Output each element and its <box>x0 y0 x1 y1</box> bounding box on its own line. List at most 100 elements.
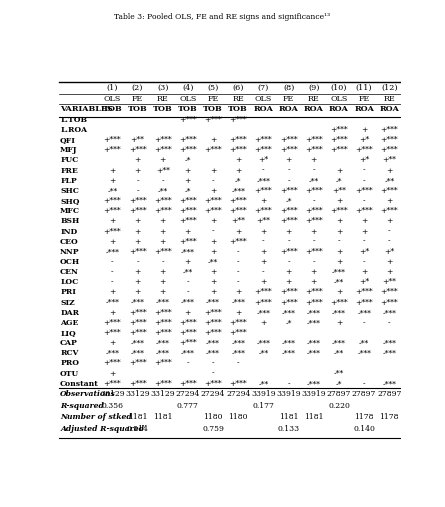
Text: -**: -** <box>183 268 193 276</box>
Text: +: + <box>210 218 216 226</box>
Text: +: + <box>210 278 216 286</box>
Text: +: + <box>159 288 166 297</box>
Text: +***: +*** <box>204 380 222 388</box>
Text: +***: +*** <box>280 207 297 215</box>
Text: -*: -* <box>285 197 292 205</box>
Text: -***: -*** <box>181 248 195 256</box>
Text: 0.133: 0.133 <box>278 425 299 433</box>
Text: TOB: TOB <box>228 105 248 114</box>
Text: -**: -** <box>334 349 344 357</box>
Text: +*: +* <box>359 136 369 144</box>
Text: +***: +*** <box>104 380 121 388</box>
Text: +: + <box>109 339 116 347</box>
Text: 27897: 27897 <box>352 390 376 398</box>
Text: ROA: ROA <box>379 105 399 114</box>
Text: -***: -*** <box>307 309 321 317</box>
Text: -*: -* <box>336 380 342 388</box>
Text: +: + <box>311 228 317 236</box>
Text: -***: -*** <box>332 309 346 317</box>
Text: -***: -*** <box>256 177 271 185</box>
Text: -***: -*** <box>156 339 170 347</box>
Text: -: - <box>388 238 391 246</box>
Text: +: + <box>109 218 116 226</box>
Text: +: + <box>386 167 392 174</box>
Text: -*: -* <box>285 319 292 327</box>
Text: +***: +*** <box>204 329 222 337</box>
Text: +***: +*** <box>305 248 323 256</box>
Text: +***: +*** <box>380 136 398 144</box>
Text: VARIABLES: VARIABLES <box>60 105 113 114</box>
Text: MFJ: MFJ <box>60 147 77 154</box>
Text: -**: -** <box>359 339 369 347</box>
Text: +***: +*** <box>104 207 121 215</box>
Text: 1181: 1181 <box>304 413 324 421</box>
Text: -*: -* <box>185 157 191 164</box>
Text: -***: -*** <box>282 309 295 317</box>
Text: CAP: CAP <box>60 339 78 347</box>
Text: -***: -*** <box>156 299 170 307</box>
Text: ROA: ROA <box>254 105 273 114</box>
Text: -***: -*** <box>332 268 346 276</box>
Text: +***: +*** <box>129 329 146 337</box>
Text: 1178: 1178 <box>354 413 374 421</box>
Text: +: + <box>336 228 342 236</box>
Text: +***: +*** <box>280 248 297 256</box>
Text: ROA: ROA <box>329 105 349 114</box>
Text: -: - <box>287 238 290 246</box>
Text: +***: +*** <box>179 197 197 205</box>
Text: FE: FE <box>359 95 370 103</box>
Text: +***: +*** <box>179 238 197 246</box>
Text: DAR: DAR <box>60 309 79 317</box>
Text: FUC: FUC <box>60 157 78 164</box>
Text: TOB: TOB <box>153 105 173 114</box>
Text: CEO: CEO <box>60 238 79 246</box>
Text: +: + <box>109 167 116 174</box>
Text: 0.777: 0.777 <box>177 402 199 410</box>
Text: -**: -** <box>259 380 268 388</box>
Text: -: - <box>237 248 239 256</box>
Text: OLS: OLS <box>330 95 348 103</box>
Text: +***: +*** <box>305 218 323 226</box>
Text: +***: +*** <box>230 197 247 205</box>
Text: RE: RE <box>157 95 169 103</box>
Text: (2): (2) <box>132 84 143 92</box>
Text: -***: -*** <box>382 380 396 388</box>
Text: +: + <box>185 167 191 174</box>
Text: -***: -*** <box>105 248 119 256</box>
Text: +***: +*** <box>230 329 247 337</box>
Text: IND: IND <box>60 228 77 236</box>
Text: +***: +*** <box>154 319 171 327</box>
Text: -: - <box>287 167 290 174</box>
Text: AGE: AGE <box>60 319 78 327</box>
Text: -***: -*** <box>181 299 195 307</box>
Text: -: - <box>388 319 391 327</box>
Text: +: + <box>159 157 166 164</box>
Text: L.TOB: L.TOB <box>60 116 87 124</box>
Text: +***: +*** <box>104 197 121 205</box>
Text: -***: -*** <box>206 299 220 307</box>
Text: +***: +*** <box>330 207 348 215</box>
Text: +***: +*** <box>380 187 398 195</box>
Text: (8): (8) <box>283 84 294 92</box>
Text: 1181: 1181 <box>279 413 298 421</box>
Text: +: + <box>210 288 216 297</box>
Text: PRO: PRO <box>60 359 79 368</box>
Text: +: + <box>210 238 216 246</box>
Text: -***: -*** <box>231 349 245 357</box>
Text: +: + <box>134 238 141 246</box>
Text: +: + <box>386 268 392 276</box>
Text: +: + <box>159 218 166 226</box>
Text: -: - <box>262 268 265 276</box>
Text: +***: +*** <box>305 299 323 307</box>
Text: +: + <box>386 218 392 226</box>
Text: -***: -*** <box>382 339 396 347</box>
Text: -***: -*** <box>206 349 220 357</box>
Text: +***: +*** <box>154 136 171 144</box>
Text: +***: +*** <box>129 207 146 215</box>
Text: -: - <box>186 278 189 286</box>
Text: +***: +*** <box>104 319 121 327</box>
Text: +: + <box>311 268 317 276</box>
Text: +***: +*** <box>330 136 348 144</box>
Text: +***: +*** <box>104 228 121 236</box>
Text: +**: +** <box>332 187 346 195</box>
